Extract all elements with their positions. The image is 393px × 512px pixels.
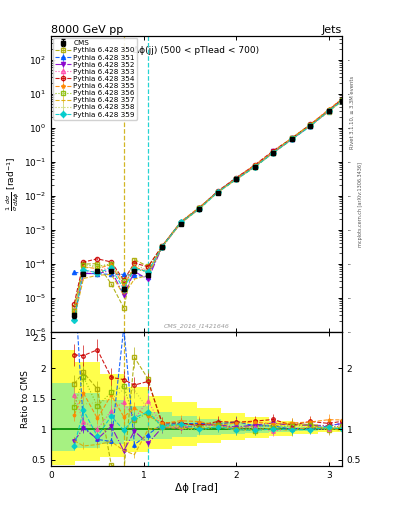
Legend: CMS, Pythia 6.428 350, Pythia 6.428 351, Pythia 6.428 352, Pythia 6.428 353, Pyt: CMS, Pythia 6.428 350, Pythia 6.428 351,… [53, 38, 137, 120]
Text: Rivet 3.1.10, ≥ 3.3M events: Rivet 3.1.10, ≥ 3.3M events [350, 76, 355, 150]
Y-axis label: Ratio to CMS: Ratio to CMS [22, 370, 31, 428]
Text: Jets: Jets [321, 25, 342, 35]
X-axis label: Δϕ [rad]: Δϕ [rad] [175, 482, 218, 493]
Y-axis label: $\frac{1}{\sigma}\frac{d\sigma}{d\Delta\phi}$ [rad$^{-1}$]: $\frac{1}{\sigma}\frac{d\sigma}{d\Delta\… [5, 157, 22, 211]
Text: Δϕ(jj) (500 < pTlead < 700): Δϕ(jj) (500 < pTlead < 700) [134, 46, 259, 55]
Text: CMS_2016_I1421646: CMS_2016_I1421646 [163, 323, 230, 329]
Text: 8000 GeV pp: 8000 GeV pp [51, 25, 123, 35]
Text: mcplots.cern.ch [arXiv:1306.3436]: mcplots.cern.ch [arXiv:1306.3436] [358, 162, 363, 247]
